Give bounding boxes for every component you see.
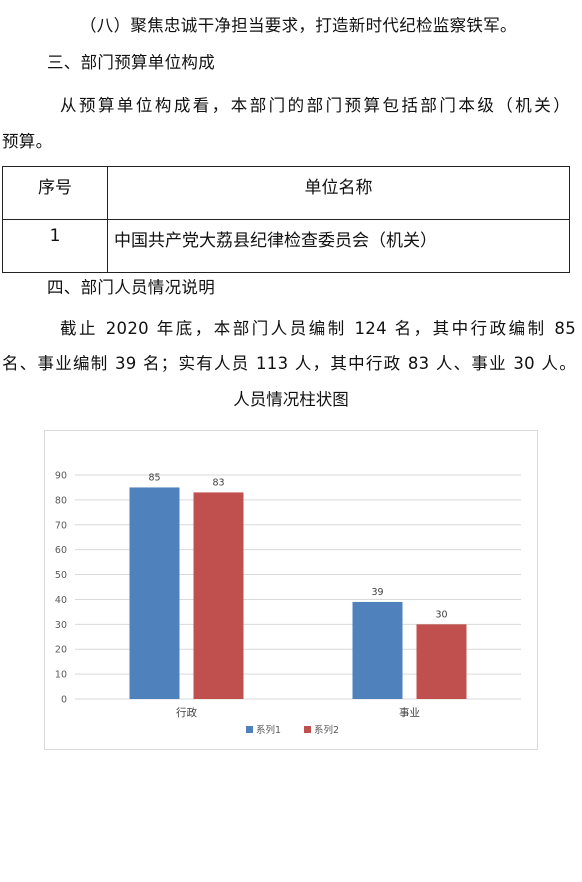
x-tick-label: 行政	[176, 706, 197, 719]
y-tick-label: 60	[55, 545, 67, 556]
y-tick-label: 80	[55, 495, 67, 506]
section-4-heading: 四、部门人员情况说明	[47, 278, 215, 297]
bar	[352, 601, 403, 699]
x-tick-label: 事业	[399, 706, 420, 719]
section-4-body-line-2: 名、事业编制 39 名；实有人员 113 人，其中行政 83 人、事业 30 人…	[2, 354, 576, 373]
item-8-text: （八）聚焦忠诚干净担当要求，打造新时代纪检监察铁军。	[80, 16, 517, 35]
legend-swatch	[304, 726, 311, 733]
data-label: 30	[435, 609, 447, 620]
y-tick-label: 0	[61, 695, 67, 706]
section-4-body-line-1: 截止 2020 年底，本部门人员编制 124 名，其中行政编制 85	[60, 319, 576, 338]
y-tick-label: 30	[55, 620, 67, 631]
bar	[416, 624, 467, 699]
data-label: 39	[371, 587, 383, 598]
legend-label: 系列2	[314, 724, 339, 736]
table-header-row: 序号 单位名称	[2, 166, 570, 220]
bar	[193, 492, 244, 699]
y-tick-label: 10	[55, 670, 67, 681]
chart-title: 人员情况柱状图	[233, 390, 349, 409]
data-label: 85	[148, 472, 160, 483]
table-row: 1 中国共产党大荔县纪律检查委员会（机关）	[2, 219, 570, 273]
section-3-body-line-1: 从预算单位构成看，本部门的部门预算包括部门本级（机关）	[60, 96, 570, 115]
table-header-index: 序号	[2, 166, 108, 220]
table-cell-unit-name: 中国共产党大荔县纪律检查委员会（机关）	[107, 219, 570, 273]
y-tick-label: 70	[55, 520, 67, 531]
y-tick-label: 20	[55, 645, 67, 656]
y-tick-label: 40	[55, 595, 67, 606]
y-tick-label: 90	[55, 471, 67, 482]
legend-swatch	[246, 726, 253, 733]
table-cell-index: 1	[2, 219, 108, 273]
chart-frame: 0 10 20 30 40 50 60 70 80 90 85 83 行政 39 30 事业系列1 系列2	[44, 430, 538, 750]
section-3-heading: 三、部门预算单位构成	[47, 53, 215, 72]
bar	[129, 487, 180, 699]
y-tick-label: 50	[55, 570, 67, 581]
legend-label: 系列1	[256, 724, 281, 736]
budget-units-table: 序号 单位名称 1 中国共产党大荔县纪律检查委员会（机关）	[2, 166, 570, 273]
table-header-unit-name: 单位名称	[107, 166, 570, 220]
data-label: 83	[212, 477, 224, 488]
section-3-body-line-2: 预算。	[2, 132, 53, 151]
